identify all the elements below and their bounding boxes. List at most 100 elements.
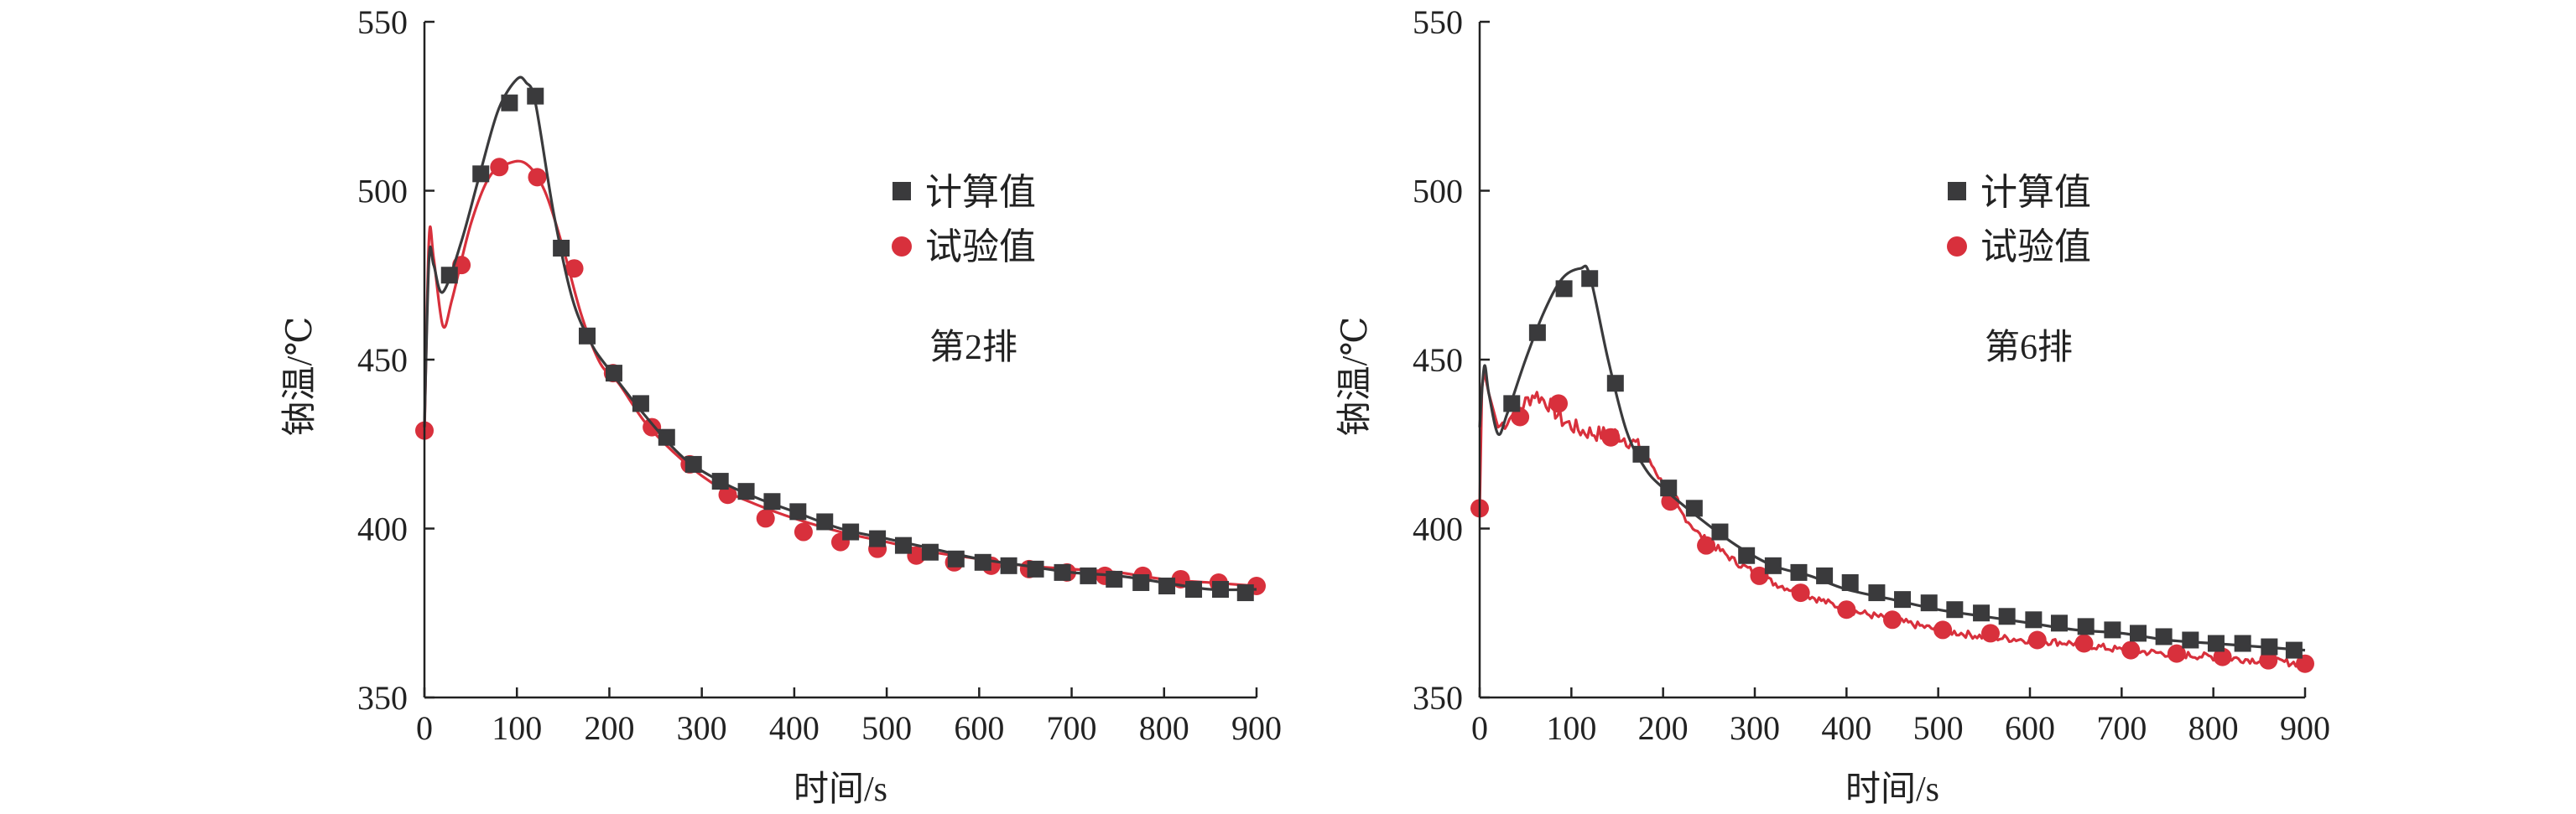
data-point-square — [1738, 547, 1756, 564]
x-axis-title: 时间/s — [794, 770, 887, 809]
y-tick-label: 450 — [1413, 341, 1463, 379]
data-point-circle — [1601, 428, 1621, 447]
y-axis-title: 钠温/℃ — [281, 317, 320, 437]
data-point-square — [1236, 584, 1254, 602]
data-point-square — [974, 553, 991, 571]
data-point-square — [1503, 395, 1521, 412]
y-tick-label: 550 — [1413, 3, 1463, 41]
legend-label-experimental: 试验值 — [1980, 226, 2091, 267]
data-point-square — [921, 543, 939, 561]
data-point-circle — [2074, 634, 2094, 653]
data-point-square — [1946, 601, 1964, 619]
data-point-circle — [1750, 566, 1769, 585]
data-point-square — [1106, 570, 1123, 588]
x-tick-label: 600 — [954, 709, 1004, 747]
y-tick-label: 350 — [1413, 679, 1463, 717]
legend-circle-marker — [1947, 236, 1967, 257]
data-point-circle — [718, 485, 737, 505]
data-point-square — [2261, 638, 2278, 656]
data-point-square — [869, 530, 887, 547]
x-tick-label: 0 — [416, 709, 433, 747]
x-tick-label: 900 — [2280, 709, 2330, 747]
y-tick-label: 350 — [357, 679, 408, 717]
data-point-circle — [2167, 644, 2186, 663]
data-point-square — [1185, 581, 1203, 599]
data-point-circle — [528, 168, 547, 187]
legend-item-calculated: 计算值 — [1948, 172, 2091, 213]
series-line — [1478, 264, 2306, 652]
data-point-square — [763, 493, 781, 511]
x-tick-label: 400 — [1821, 709, 1871, 747]
data-point-square — [578, 327, 596, 345]
data-point-square — [2155, 628, 2173, 645]
legend: 计算值 试验值 — [892, 172, 1036, 267]
series-experimental — [1470, 370, 2314, 673]
x-tick-label: 800 — [2188, 709, 2239, 747]
x-tick-label: 200 — [584, 709, 634, 747]
data-point-square — [1632, 445, 1650, 463]
data-point-square — [1000, 557, 1017, 574]
x-tick-label: 500 — [1913, 709, 1964, 747]
series-layer — [415, 75, 1266, 602]
data-point-square — [2285, 641, 2303, 659]
legend-item-calculated: 计算值 — [892, 172, 1036, 213]
data-point-circle — [2121, 640, 2141, 660]
data-point-square — [894, 537, 912, 554]
y-tick-label: 500 — [1413, 173, 1463, 210]
series-calculated — [423, 75, 1257, 602]
axes: 0 100 200 300 400 500 600 700 800 900 350 400 450 50… — [1413, 3, 2330, 747]
data-point-square — [2130, 625, 2147, 642]
data-point-square — [1920, 594, 1938, 612]
data-point-square — [1054, 563, 1071, 581]
data-point-circle — [2027, 630, 2047, 650]
y-tick-label: 550 — [357, 3, 408, 41]
data-point-square — [947, 550, 965, 568]
x-tick-label: 100 — [492, 709, 542, 747]
data-point-circle — [490, 158, 509, 177]
data-point-circle — [643, 417, 662, 437]
legend-square-marker — [1948, 182, 1966, 200]
data-point-square — [632, 395, 649, 412]
data-point-circle — [1933, 620, 1953, 640]
data-point-square — [1998, 608, 2016, 625]
data-point-square — [816, 513, 834, 531]
panel-annotation: 第2排 — [929, 329, 1017, 367]
legend-square-marker — [892, 182, 911, 200]
data-point-square — [605, 365, 622, 382]
data-point-square — [711, 473, 729, 490]
data-point-square — [2182, 631, 2199, 649]
data-point-square — [1816, 567, 1834, 584]
data-point-square — [1685, 500, 1703, 517]
data-point-circle — [1883, 610, 1902, 630]
data-point-square — [1606, 375, 1624, 392]
data-point-circle — [1837, 600, 1856, 620]
data-point-square — [658, 428, 675, 446]
series-line — [423, 159, 1257, 588]
legend-item-experimental: 试验值 — [892, 226, 1036, 267]
data-point-square — [2050, 614, 2068, 632]
data-point-circle — [2259, 651, 2278, 670]
data-point-circle — [2213, 647, 2232, 666]
data-point-square — [2234, 635, 2251, 652]
y-ticks: 350 400 450 500 550 — [357, 3, 435, 717]
series-layer — [1470, 264, 2314, 673]
data-point-square — [1711, 523, 1729, 541]
data-point-square — [1027, 560, 1044, 578]
data-point-circle — [1791, 583, 1810, 603]
axes: 0 100 200 300 400 500 600 700 800 900 350 400 450 50… — [357, 3, 1282, 747]
data-point-square — [1660, 480, 1678, 497]
y-tick-label: 400 — [1413, 511, 1463, 548]
x-tick-label: 900 — [1231, 709, 1282, 747]
data-point-circle — [1697, 536, 1716, 555]
data-point-square — [501, 94, 518, 111]
x-tick-label: 300 — [677, 709, 727, 747]
x-tick-label: 400 — [769, 709, 820, 747]
data-point-circle — [1980, 624, 2000, 643]
y-tick-label: 400 — [357, 511, 408, 548]
x-tick-label: 700 — [1047, 709, 1097, 747]
legend-circle-marker — [892, 236, 912, 257]
x-ticks: 0 100 200 300 400 500 600 700 800 900 — [1471, 687, 2330, 747]
x-axis-title: 时间/s — [1845, 770, 1939, 809]
data-point-circle — [1549, 394, 1569, 413]
